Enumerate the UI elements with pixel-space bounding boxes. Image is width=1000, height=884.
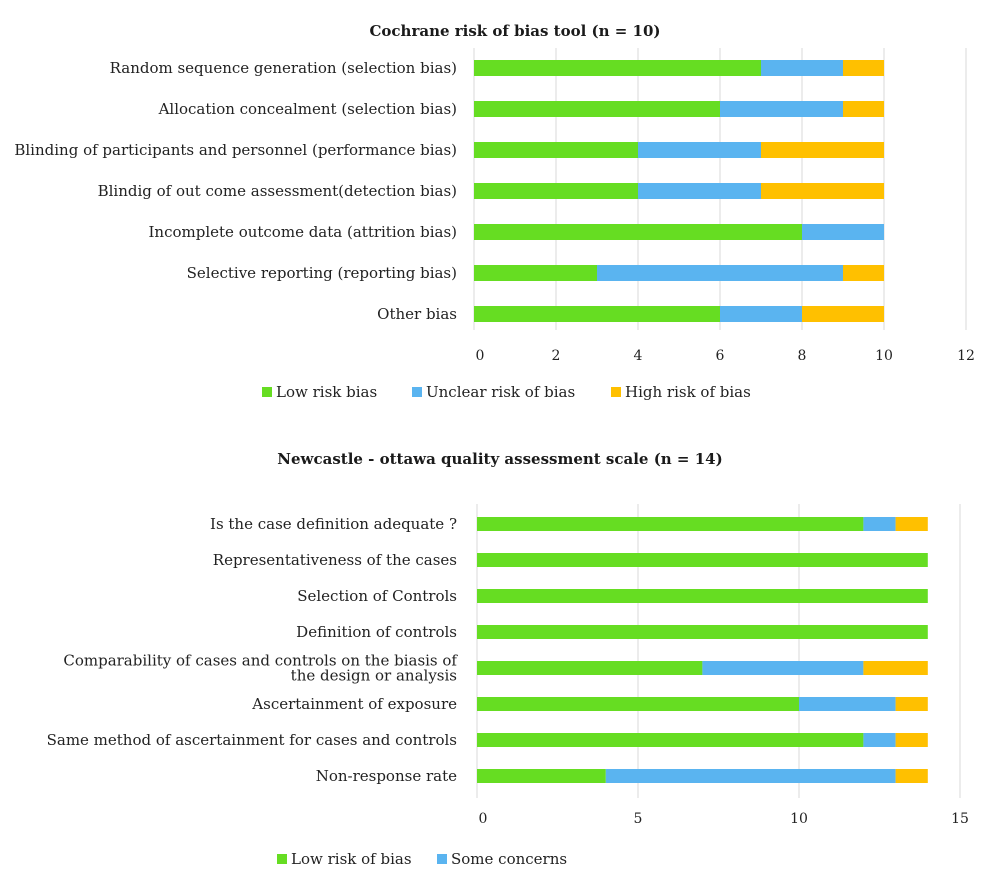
category-label: Blindig of out come assessment(detection… <box>98 182 457 200</box>
category-label: Incomplete outcome data (attrition bias) <box>149 223 458 241</box>
category-label: Is the case definition adequate ? <box>210 515 457 533</box>
bar-segment-unclear-risk-of-bias <box>638 142 761 158</box>
x-tick-label: 2 <box>552 348 561 364</box>
category-label: Random sequence generation (selection bi… <box>110 59 457 77</box>
legend-label: High risk of bias <box>625 383 751 401</box>
category-label: Non-response rate <box>316 767 457 785</box>
bar-segment-low-risk-of-bias <box>477 625 928 639</box>
x-tick-label: 5 <box>634 811 643 827</box>
bar-segment-low-risk-bias <box>474 306 720 322</box>
bar-segment-low-risk-bias <box>474 265 597 281</box>
bar-segment-series-3 <box>863 661 928 675</box>
category-label: Definition of controls <box>296 623 457 641</box>
bar-segment-low-risk-of-bias <box>477 697 799 711</box>
bar-segment-low-risk-of-bias <box>477 517 864 531</box>
bar-segment-low-risk-of-bias <box>477 553 928 567</box>
x-tick-label: 0 <box>479 811 488 827</box>
category-label: Selection of Controls <box>297 587 457 605</box>
bar-segment-high-risk-of-bias <box>843 60 884 76</box>
x-tick-label: 10 <box>790 811 808 827</box>
category-label: Selective reporting (reporting bias) <box>187 264 457 282</box>
category-label: Blinding of participants and personnel (… <box>14 141 457 159</box>
newcastle-ottawa-chart-title: Newcastle - ottawa quality assessment sc… <box>277 450 722 468</box>
bar-segment-series-3 <box>895 697 928 711</box>
legend-swatch <box>611 387 621 397</box>
bar-segment-unclear-risk-of-bias <box>638 183 761 199</box>
x-tick-label: 10 <box>875 348 893 364</box>
legend-swatch <box>412 387 422 397</box>
newcastle-ottawa-category-labels: Is the case definition adequate ? Represe… <box>47 515 459 785</box>
cochrane-chart-title: Cochrane risk of bias tool (n = 10) <box>369 22 660 40</box>
cochrane-bars <box>474 60 884 322</box>
legend-label: Unclear risk of bias <box>426 383 575 401</box>
x-tick-label: 4 <box>634 348 643 364</box>
bar-segment-high-risk-of-bias <box>761 142 884 158</box>
bar-segment-some-concerns <box>863 517 896 531</box>
bar-segment-high-risk-of-bias <box>843 101 884 117</box>
bar-segment-unclear-risk-of-bias <box>802 224 884 240</box>
bar-segment-unclear-risk-of-bias <box>720 101 843 117</box>
newcastle-ottawa-chart: Newcastle - ottawa quality assessment sc… <box>47 450 969 868</box>
bar-segment-low-risk-bias <box>474 142 638 158</box>
category-label: Same method of ascertainment for cases a… <box>47 731 457 749</box>
legend-label: Some concerns <box>451 850 567 868</box>
legend-label: Low risk of bias <box>291 850 412 868</box>
x-tick-label: 12 <box>957 348 975 364</box>
newcastle-ottawa-bars <box>477 517 928 783</box>
cochrane-category-labels: Random sequence generation (selection bi… <box>14 59 457 323</box>
bar-segment-series-3 <box>895 517 928 531</box>
newcastle-ottawa-legend: Low risk of bias Some concerns <box>277 850 567 868</box>
bar-segment-low-risk-of-bias <box>477 589 928 603</box>
bar-segment-unclear-risk-of-bias <box>761 60 843 76</box>
category-label: the design or analysis <box>291 667 457 685</box>
bar-segment-high-risk-of-bias <box>843 265 884 281</box>
category-label: Other bias <box>377 305 457 323</box>
category-label: Comparability of cases and controls on t… <box>63 652 458 670</box>
x-tick-label: 6 <box>716 348 725 364</box>
bar-segment-unclear-risk-of-bias <box>597 265 843 281</box>
category-label: Representativeness of the cases <box>213 551 457 569</box>
bar-segment-some-concerns <box>702 661 864 675</box>
cochrane-legend: Low risk bias Unclear risk of bias High ri… <box>262 383 751 401</box>
bar-segment-high-risk-of-bias <box>802 306 884 322</box>
cochrane-x-tick-labels: 0 2 4 6 8 10 12 <box>476 348 975 364</box>
bar-segment-some-concerns <box>799 697 896 711</box>
x-tick-label: 0 <box>476 348 485 364</box>
bar-segment-series-3 <box>895 733 928 747</box>
bar-segment-low-risk-of-bias <box>477 661 703 675</box>
category-label: Allocation concealment (selection bias) <box>158 100 457 118</box>
bar-segment-low-risk-bias <box>474 224 802 240</box>
bar-segment-some-concerns <box>605 769 896 783</box>
bar-segment-low-risk-of-bias <box>477 769 606 783</box>
x-tick-label: 15 <box>951 811 969 827</box>
bar-segment-unclear-risk-of-bias <box>720 306 802 322</box>
bar-segment-low-risk-bias <box>474 60 761 76</box>
bar-segment-series-3 <box>895 769 928 783</box>
category-label: Ascertainment of exposure <box>251 695 457 713</box>
bar-segment-low-risk-bias <box>474 101 720 117</box>
bar-segment-low-risk-of-bias <box>477 733 864 747</box>
legend-swatch <box>277 854 287 864</box>
cochrane-chart: Cochrane risk of bias tool (n = 10) Rand… <box>14 22 975 401</box>
bar-segment-high-risk-of-bias <box>761 183 884 199</box>
legend-swatch <box>262 387 272 397</box>
newcastle-ottawa-x-tick-labels: 0 5 10 15 <box>479 811 969 827</box>
newcastle-ottawa-gridlines <box>476 504 961 798</box>
bar-segment-some-concerns <box>863 733 896 747</box>
x-tick-label: 8 <box>798 348 807 364</box>
legend-swatch <box>437 854 447 864</box>
bar-segment-low-risk-bias <box>474 183 638 199</box>
legend-label: Low risk bias <box>276 383 377 401</box>
